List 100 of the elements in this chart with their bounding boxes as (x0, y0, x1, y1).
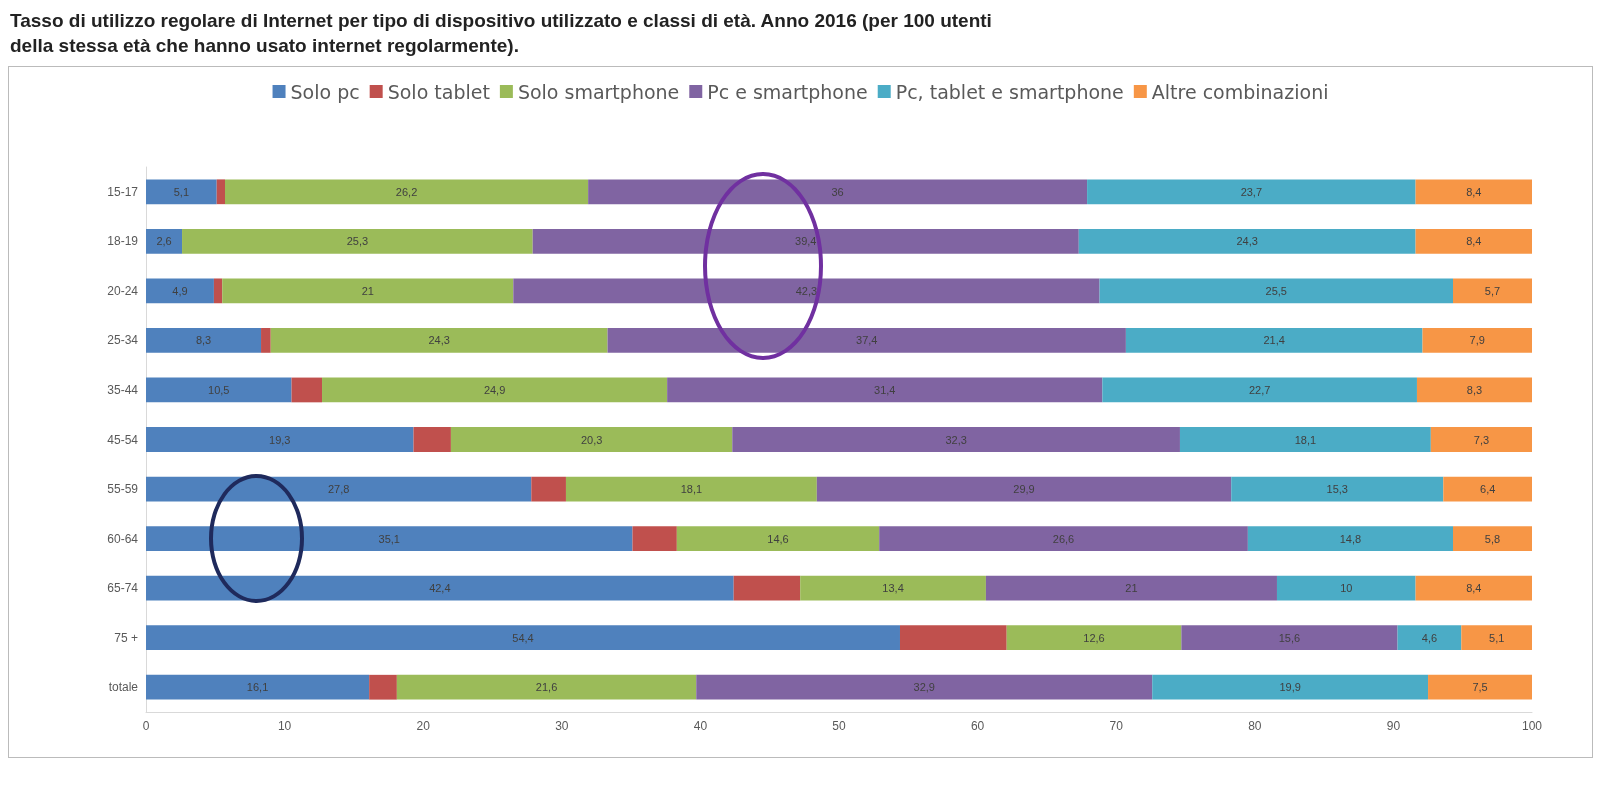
data-label: 18,1 (1294, 433, 1317, 446)
data-label: 8,3 (1466, 383, 1483, 396)
data-label: 2,6 (156, 235, 172, 248)
x-tick-label: 30 (555, 719, 569, 733)
bar (1231, 476, 1444, 502)
x-tick-label: 70 (1109, 719, 1124, 733)
bar (1461, 625, 1532, 651)
bar (1415, 228, 1532, 254)
bar (985, 575, 1277, 601)
bar (261, 328, 271, 353)
data-label: 27,8 (327, 483, 350, 496)
data-label: 16,1 (246, 681, 269, 694)
data-label: 26,2 (395, 185, 418, 198)
data-label: 21,6 (535, 681, 558, 694)
bar (733, 575, 801, 601)
bar (1453, 526, 1532, 551)
legend-label: Altre combinazioni (1151, 80, 1329, 103)
chart-title: Tasso di utilizzo regolare di Internet per tipo di dispositivo utilizzato e classi di età. Anno 2016 (per 100 utenti della stessa età che hanno usato internet regolarmente). (10, 9, 993, 58)
data-label: 23,7 (1240, 185, 1263, 198)
data-label: 21 (361, 284, 374, 297)
y-tick-label: 60-64 (107, 531, 139, 546)
data-label: 37,4 (856, 334, 878, 347)
data-label: 20,3 (580, 433, 603, 446)
bar (696, 674, 1153, 700)
y-tick-label: 65-74 (107, 581, 139, 596)
bar (588, 179, 1088, 205)
y-tick-label: 18-19 (107, 234, 139, 249)
legend-label: Solo smartphone (517, 80, 680, 103)
data-label: 24,3 (1236, 235, 1258, 248)
bar (146, 278, 214, 304)
data-label: 39,4 (795, 235, 817, 248)
data-label: 31,4 (874, 383, 896, 396)
bar (1453, 278, 1532, 304)
bar (1428, 674, 1532, 700)
bar (1415, 575, 1532, 601)
bar (146, 526, 633, 551)
y-tick-label: 15-17 (107, 184, 139, 199)
data-label: 7,3 (1473, 433, 1490, 446)
data-label: 18,1 (680, 483, 703, 496)
bar (146, 674, 370, 700)
y-tick-label: 55-59 (107, 482, 139, 497)
bar (225, 179, 589, 205)
y-tick-label: 20-24 (107, 283, 139, 298)
data-label: 21,4 (1263, 334, 1285, 347)
legend-label: Pc, tablet e smartphone (895, 80, 1124, 103)
data-label: 10 (1340, 582, 1353, 595)
x-tick-label: 90 (1386, 719, 1401, 733)
bar (1443, 476, 1532, 502)
data-label: 19,9 (1279, 681, 1301, 694)
data-label: 19,3 (269, 433, 291, 446)
bar (396, 674, 697, 700)
bar (816, 476, 1232, 502)
data-label: 5,7 (1484, 284, 1501, 297)
data-label: 36 (831, 185, 844, 198)
x-tick-label: 10 (277, 719, 292, 733)
legend-label: Solo pc (290, 80, 360, 103)
data-label: 15,6 (1278, 631, 1301, 644)
x-tick-label: 0 (142, 719, 150, 733)
bar (450, 427, 733, 452)
bar (146, 377, 292, 403)
bar (1430, 427, 1532, 452)
data-label: 12,6 (1083, 631, 1105, 644)
y-tick-label: 45-54 (107, 432, 139, 447)
data-label: 5,8 (1484, 532, 1501, 545)
y-tick-label: totale (108, 680, 139, 695)
bar (532, 228, 1079, 254)
data-label: 7,5 (1472, 681, 1488, 694)
bar (146, 328, 262, 353)
bar (1415, 179, 1532, 205)
data-label: 13,4 (882, 582, 904, 595)
data-label: 7,9 (1469, 334, 1485, 347)
data-label: 8,4 (1466, 235, 1482, 248)
bar (513, 278, 1100, 304)
data-label: 32,9 (913, 681, 935, 694)
bar (732, 427, 1180, 452)
legend-label: Pc e smartphone (707, 80, 868, 103)
bar (1397, 625, 1462, 651)
bar (899, 625, 1007, 651)
bar (146, 625, 900, 651)
bar (879, 526, 1248, 551)
bar (146, 575, 734, 601)
data-label: 5,1 (173, 185, 189, 198)
data-label: 42,4 (429, 582, 451, 595)
bar (1422, 328, 1532, 353)
data-label: 14,6 (767, 532, 789, 545)
bar (1087, 179, 1416, 205)
bar (1416, 377, 1532, 403)
bar (632, 526, 677, 551)
data-label: 26,6 (1052, 532, 1075, 545)
data-label: 54,4 (512, 631, 534, 644)
y-tick-label: 25-34 (107, 333, 139, 348)
data-label: 4,6 (1421, 631, 1438, 644)
bar (369, 674, 397, 700)
x-tick-label: 40 (693, 719, 708, 733)
data-label: 24,3 (428, 334, 450, 347)
bar (213, 278, 223, 304)
data-label: 29,9 (1013, 483, 1035, 496)
x-tick-label: 50 (832, 719, 846, 733)
bar (1125, 328, 1423, 353)
data-label: 8,4 (1466, 185, 1482, 198)
